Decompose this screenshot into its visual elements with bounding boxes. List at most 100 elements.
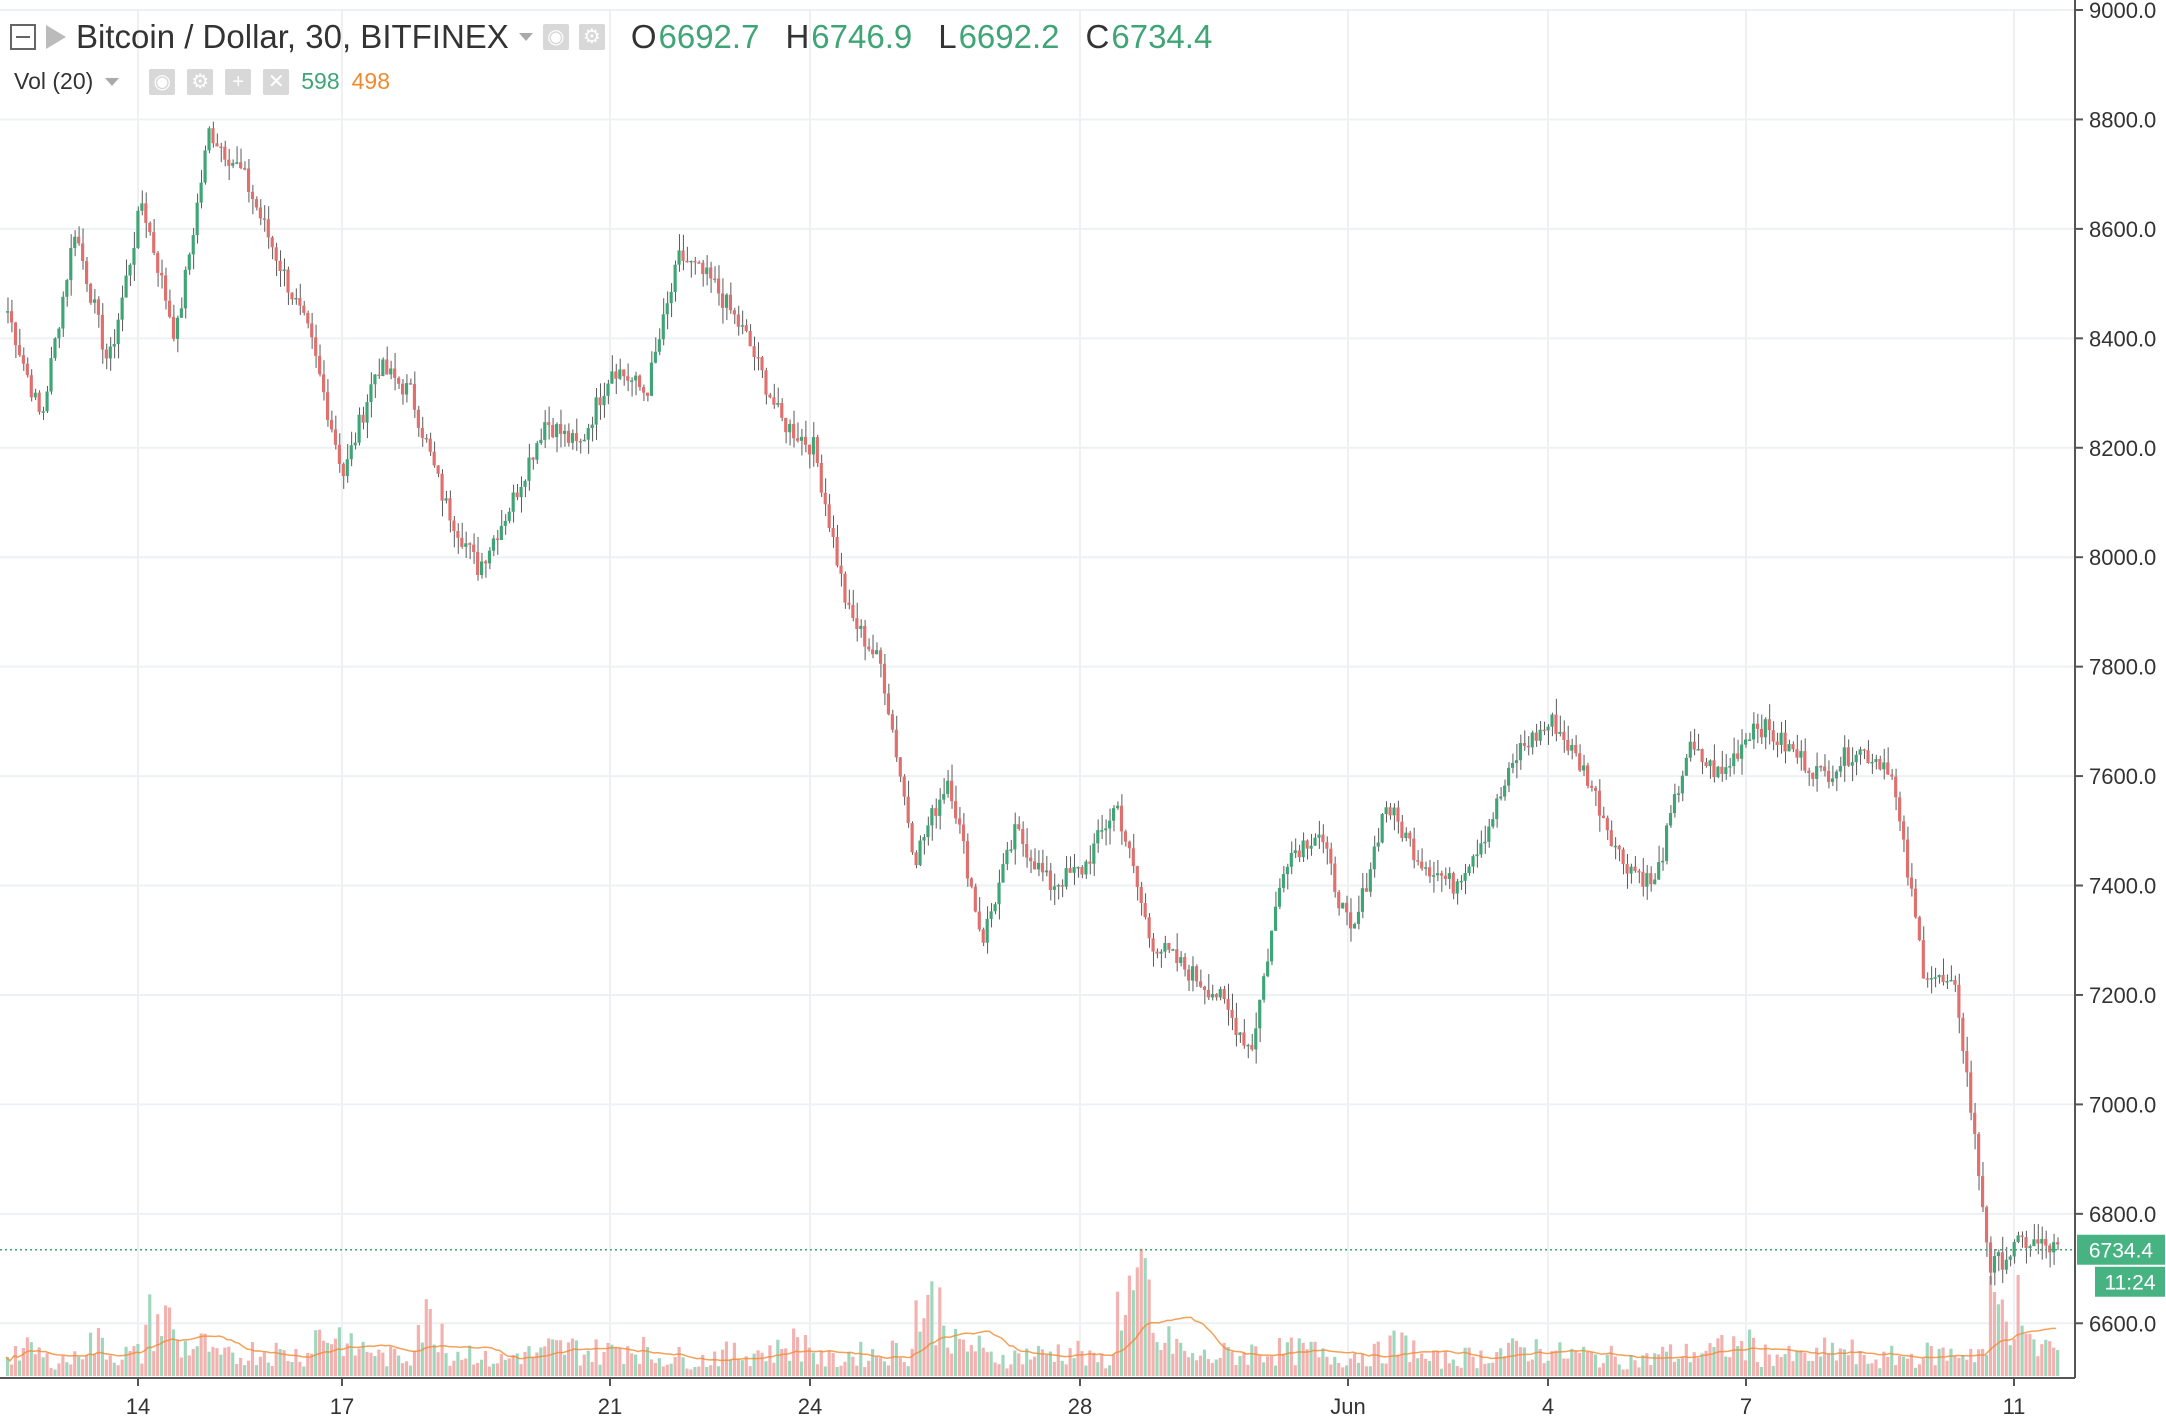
candle-body bbox=[543, 422, 547, 440]
flag-icon[interactable] bbox=[46, 25, 66, 49]
candle-body bbox=[902, 776, 906, 797]
close-icon[interactable]: ✕ bbox=[263, 68, 290, 95]
candle-body bbox=[1597, 790, 1602, 816]
volume-bar bbox=[649, 1359, 654, 1376]
eye-icon[interactable]: ◉ bbox=[149, 68, 176, 95]
candle-body bbox=[1040, 862, 1045, 873]
volume-bar bbox=[1364, 1366, 1368, 1376]
volume-bar bbox=[898, 1357, 902, 1376]
candle-body bbox=[1574, 744, 1578, 754]
volume-moving-average bbox=[5, 1316, 2057, 1362]
candle-body bbox=[1293, 850, 1297, 854]
candle-body bbox=[1127, 841, 1131, 849]
volume-bar bbox=[1728, 1357, 1732, 1376]
symbol-title[interactable]: Bitcoin / Dollar, 30, BITFINEX bbox=[76, 18, 509, 55]
candle-body bbox=[736, 314, 740, 327]
candle-body bbox=[92, 299, 97, 303]
candle-body bbox=[1775, 741, 1779, 745]
volume-bar bbox=[1799, 1350, 1803, 1376]
candle-body bbox=[1112, 808, 1116, 821]
volume-bar bbox=[1183, 1350, 1187, 1376]
candle-body bbox=[1842, 747, 1846, 766]
volume-bar bbox=[985, 1352, 989, 1376]
collapse-icon[interactable] bbox=[10, 24, 36, 50]
candle-body bbox=[1779, 732, 1783, 745]
volume-bar bbox=[1842, 1349, 1846, 1376]
candle-body bbox=[957, 818, 962, 825]
volume-bar bbox=[1507, 1342, 1511, 1376]
volume-label[interactable]: Vol (20) bbox=[14, 68, 94, 94]
candle-body bbox=[752, 346, 756, 358]
volume-bar bbox=[239, 1357, 243, 1376]
candle-body bbox=[1131, 848, 1135, 867]
volume-bar bbox=[45, 1353, 49, 1376]
volume-bar bbox=[1080, 1351, 1084, 1376]
volume-bar bbox=[1945, 1360, 1949, 1376]
volume-bar bbox=[1676, 1358, 1681, 1376]
candle-body bbox=[511, 492, 515, 512]
candle-body bbox=[1376, 842, 1380, 847]
volume-bar bbox=[1084, 1365, 1088, 1376]
volume-bar bbox=[100, 1337, 104, 1376]
candle-body bbox=[566, 430, 571, 443]
candle-body bbox=[116, 319, 120, 345]
volume-bar bbox=[1459, 1367, 1463, 1376]
volume-bar bbox=[1317, 1357, 1321, 1376]
candle-body bbox=[1530, 732, 1534, 748]
plus-icon[interactable]: + bbox=[225, 68, 252, 95]
candle-body bbox=[1657, 862, 1661, 880]
candle-body bbox=[1862, 749, 1866, 751]
time-axis[interactable]: 14 17 21 24 28 Jun 4 7 11 bbox=[0, 1377, 2075, 1419]
volume-bar bbox=[1258, 1355, 1262, 1376]
time-tick-label: Jun bbox=[1330, 1394, 1365, 1419]
price-axis[interactable]: 9000.0 8800.0 8600.0 8400.0 8200.0 8000.0 7800… bbox=[2074, 0, 2156, 1378]
candle-body bbox=[701, 262, 705, 275]
candle-body bbox=[562, 430, 567, 434]
gear-icon[interactable]: ⚙ bbox=[578, 24, 605, 50]
volume-bar bbox=[878, 1357, 883, 1376]
candle-body bbox=[2032, 1239, 2036, 1247]
candle-body bbox=[748, 330, 752, 347]
volume-bar bbox=[1360, 1353, 1365, 1376]
price-tick-label: 7600.0 bbox=[2089, 764, 2156, 789]
candle-body bbox=[53, 338, 57, 359]
volume-bar bbox=[1230, 1351, 1234, 1376]
volume-bar bbox=[519, 1364, 523, 1376]
candle-body bbox=[843, 573, 847, 603]
volume-bar bbox=[491, 1363, 496, 1376]
candle-body bbox=[1522, 743, 1526, 746]
gear-icon[interactable]: ⚙ bbox=[187, 68, 214, 95]
candle-body bbox=[1226, 999, 1230, 1010]
candle-body bbox=[1692, 741, 1696, 750]
volume-bar bbox=[187, 1355, 191, 1376]
volume-bar bbox=[37, 1347, 41, 1376]
volume-bar bbox=[981, 1347, 985, 1376]
chevron-down-icon[interactable] bbox=[518, 33, 533, 41]
volume-bar bbox=[1495, 1352, 1499, 1376]
candle-body bbox=[772, 397, 776, 405]
candle-body bbox=[377, 374, 381, 377]
candle-body bbox=[1246, 1044, 1250, 1047]
candle-body bbox=[1582, 765, 1586, 771]
candle-body bbox=[878, 650, 883, 664]
volume-bar bbox=[1937, 1348, 1941, 1376]
candle-body bbox=[140, 203, 144, 211]
candle-body bbox=[1270, 930, 1274, 962]
candle-body bbox=[1198, 981, 1203, 987]
candle-body bbox=[744, 325, 748, 331]
candle-body bbox=[487, 550, 492, 564]
volume-bar bbox=[930, 1281, 934, 1376]
volume-bar bbox=[1787, 1345, 1791, 1376]
candle-body bbox=[235, 162, 239, 164]
eye-icon[interactable]: ◉ bbox=[542, 24, 569, 50]
volume-bar bbox=[1017, 1353, 1021, 1376]
chevron-down-icon[interactable] bbox=[105, 77, 120, 86]
volume-bar bbox=[1368, 1366, 1372, 1376]
candle-body bbox=[1435, 873, 1440, 876]
volume-bar bbox=[1803, 1352, 1807, 1376]
candle-body bbox=[2012, 1242, 2016, 1257]
candle-body bbox=[1329, 848, 1333, 864]
volume-bar bbox=[843, 1361, 847, 1376]
candle-body bbox=[1586, 765, 1590, 786]
